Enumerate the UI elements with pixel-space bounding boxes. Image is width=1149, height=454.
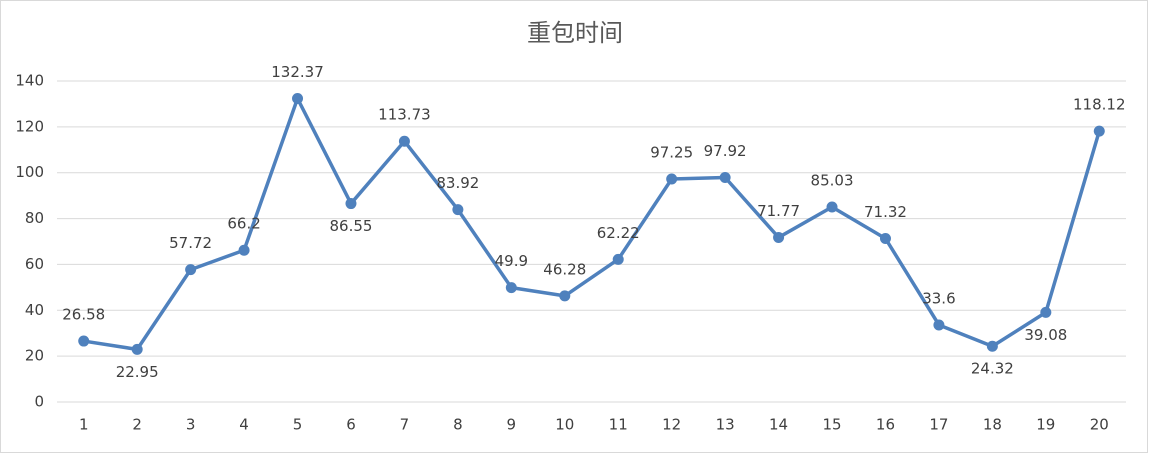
data-label: 113.73 (378, 106, 431, 124)
marker (505, 282, 517, 294)
marker (719, 171, 731, 183)
x-tick-label: 6 (346, 416, 356, 434)
marker (1093, 125, 1105, 137)
marker (131, 343, 143, 355)
marker (612, 253, 624, 265)
data-label: 33.6 (922, 289, 955, 307)
x-tick-label: 8 (453, 416, 463, 434)
marker (345, 198, 357, 210)
x-tick-label: 16 (876, 416, 895, 434)
chart-title: 重包时间 (527, 19, 623, 47)
marker (559, 290, 571, 302)
data-label: 62.22 (597, 224, 640, 242)
y-tick-label: 140 (15, 72, 44, 90)
data-label: 71.77 (757, 202, 800, 220)
data-label: 86.55 (329, 217, 372, 235)
x-tick-label: 11 (609, 416, 628, 434)
data-label: 71.32 (864, 203, 907, 221)
x-tick-label: 7 (400, 416, 410, 434)
x-tick-label: 12 (662, 416, 681, 434)
x-tick-label: 4 (239, 416, 249, 434)
x-tick-label: 18 (983, 416, 1002, 434)
data-label: 118.12 (1073, 96, 1126, 114)
marker (78, 335, 90, 347)
y-tick-label: 40 (25, 301, 44, 319)
line (83, 96, 1101, 352)
marker (986, 340, 998, 352)
marker (933, 319, 945, 331)
data-label: 49.9 (495, 252, 528, 270)
y-tick-label: 100 (15, 163, 44, 181)
data-label: 132.37 (271, 63, 324, 81)
x-tick-label: 3 (186, 416, 196, 434)
x-tick-label: 2 (132, 416, 142, 434)
x-tick-label: 5 (293, 416, 303, 434)
data-label: 85.03 (811, 172, 854, 190)
x-tick-label: 15 (822, 416, 841, 434)
marker (773, 231, 785, 243)
marker (185, 264, 197, 276)
x-tick-label: 13 (716, 416, 735, 434)
marker (292, 92, 304, 104)
data-label: 46.28 (543, 260, 586, 278)
x-tick-label: 19 (1036, 416, 1055, 434)
data-label: 39.08 (1024, 326, 1067, 344)
data-label: 97.25 (650, 144, 693, 162)
x-tick-label: 20 (1090, 416, 1109, 434)
marker (398, 135, 410, 147)
marker (826, 201, 838, 213)
x-tick-label: 1 (79, 416, 89, 434)
data-label: 97.92 (704, 142, 747, 160)
y-tick-label: 120 (15, 117, 44, 135)
data-label: 26.58 (62, 306, 105, 324)
data-label: 66.2 (227, 215, 260, 233)
y-tick-label: 20 (25, 347, 44, 365)
y-tick-label: 60 (25, 255, 44, 273)
y-tick-label: 0 (34, 393, 44, 411)
x-tick-label: 9 (507, 416, 517, 434)
marker (666, 173, 678, 185)
marker (1040, 306, 1052, 318)
marker (238, 244, 250, 256)
data-label: 22.95 (116, 363, 159, 381)
data-label: 57.72 (169, 234, 212, 252)
data-label: 83.92 (436, 174, 479, 192)
data-label: 24.32 (971, 360, 1014, 378)
x-tick-label: 14 (769, 416, 788, 434)
marker (879, 232, 891, 244)
y-tick-label: 80 (25, 209, 44, 227)
x-tick-label: 10 (555, 416, 574, 434)
marker (452, 204, 464, 216)
x-tick-label: 17 (929, 416, 948, 434)
